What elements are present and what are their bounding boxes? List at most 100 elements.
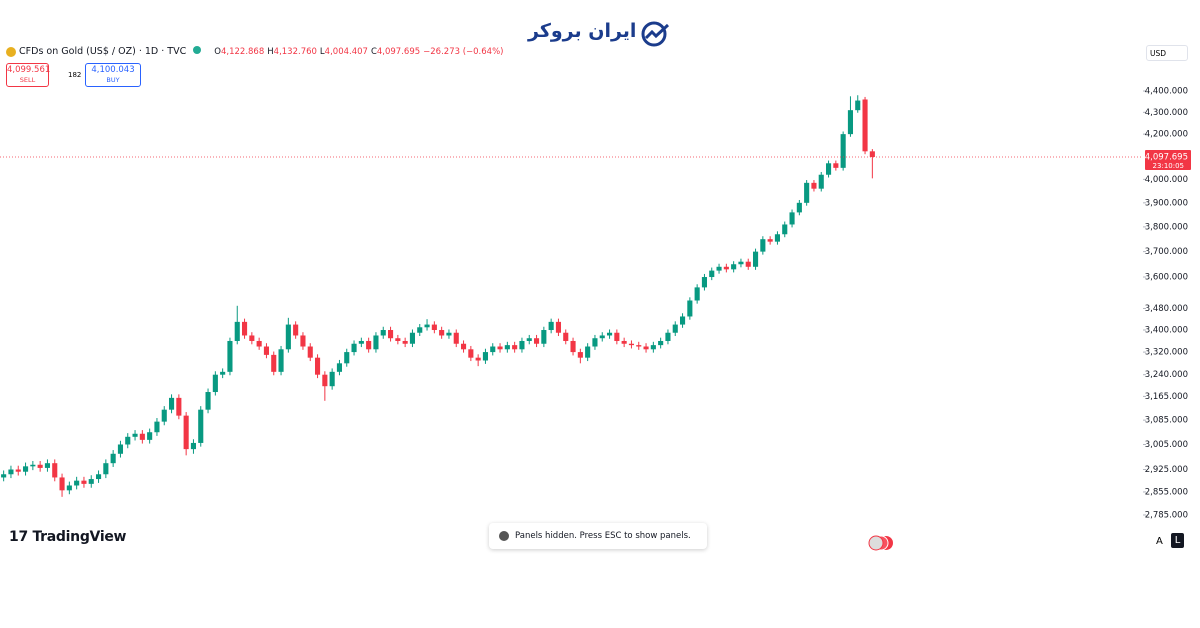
candle-body	[526, 338, 532, 341]
candle-body	[344, 352, 350, 364]
candle-body	[212, 374, 218, 393]
toast-text: Panels hidden. Press ESC to show panels.	[515, 531, 691, 541]
chart: 2,785.000 2,855.000 2,925.000 3,005.000 3,08…	[0, 87, 1191, 520]
candle-body	[256, 340, 262, 347]
candle-body	[59, 477, 65, 491]
last-price-box	[1145, 149, 1191, 170]
candle-body	[373, 335, 379, 350]
y-tick-label: 2,925.000	[1145, 465, 1188, 475]
y-tick-label: 2,855.000	[1145, 487, 1188, 497]
currency-select[interactable]: USD	[1146, 45, 1188, 61]
ohlc-item: 4,004.407	[324, 47, 368, 57]
candle-body	[358, 340, 364, 344]
sell-label: SELL	[19, 76, 36, 84]
candle-body	[833, 163, 839, 168]
y-tick-label: 3,480.000	[1145, 304, 1188, 314]
candle-body	[592, 338, 598, 347]
candle-body	[220, 371, 226, 375]
candle-body	[709, 270, 715, 278]
toast: Panels hidden. Press ESC to show panels.	[489, 523, 707, 549]
buy-button[interactable]: 4,100.043 BUY	[85, 63, 141, 87]
candle-body	[585, 346, 591, 358]
flags	[868, 535, 893, 551]
auto-button[interactable]: A	[1156, 536, 1163, 547]
candle-body	[782, 224, 788, 235]
candle-body	[658, 340, 664, 346]
last-price-label: 4,097.695	[1145, 152, 1188, 162]
buy-label: BUY	[106, 76, 120, 84]
candle-body	[760, 239, 766, 252]
candle-body	[8, 469, 14, 475]
candle-body	[234, 321, 240, 341]
candle-body	[431, 324, 437, 331]
candle-body	[314, 357, 321, 375]
candle-body	[636, 345, 642, 347]
candle-body	[387, 330, 394, 339]
candle-body	[504, 345, 510, 350]
symbol[interactable]: CFDs on Gold (US$ / OZ) · 1D · TVC	[19, 46, 187, 57]
candle-body	[570, 340, 576, 353]
candle-body	[453, 332, 459, 344]
candle-body	[847, 110, 854, 135]
candle-body	[88, 479, 94, 484]
candle-body	[154, 421, 160, 433]
candle-body	[285, 324, 291, 350]
candle-body	[533, 338, 540, 344]
candle-body	[293, 324, 299, 336]
candle-body	[263, 346, 270, 355]
candle-body	[460, 343, 467, 350]
y-tick-label: 4,300.000	[1145, 108, 1188, 118]
y-tick-label: 3,400.000	[1145, 326, 1188, 336]
legend: CFDs on Gold (US$ / OZ) · 1D · TVC O4,12…	[6, 46, 506, 57]
candle-body	[563, 332, 569, 341]
candle-body	[621, 340, 627, 344]
y-tick-label: 3,240.000	[1145, 370, 1188, 380]
candle-body	[665, 332, 671, 341]
candle-body	[190, 442, 197, 450]
candle-body	[774, 234, 781, 242]
candle-body	[336, 363, 343, 372]
candle-body	[1, 474, 7, 478]
buy-price: 4,100.043	[91, 65, 135, 75]
candle-body	[439, 330, 445, 336]
candle-body	[628, 343, 635, 346]
log-button[interactable]: L	[1171, 533, 1184, 548]
candle-body	[687, 300, 693, 317]
candle-body	[322, 374, 328, 387]
candle-body	[110, 453, 116, 464]
candle-body	[44, 463, 51, 468]
candle-body	[694, 287, 700, 301]
ohlc-item: C	[370, 47, 377, 57]
candle-body	[66, 485, 72, 491]
candle-body	[132, 433, 138, 437]
candle-body	[497, 346, 503, 350]
candle-body	[723, 266, 729, 270]
candle-body	[599, 335, 605, 339]
tv-logo-text: TradingView	[32, 529, 127, 545]
candle-body	[519, 340, 525, 350]
y-tick-label: 2,785.000	[1145, 510, 1188, 520]
candle-body	[227, 340, 233, 372]
ohlc-item: L	[319, 47, 325, 57]
sell-button[interactable]: 4,099.561 SELL	[6, 63, 50, 87]
candle-body	[716, 266, 722, 271]
y-tick-label: 3,320.000	[1145, 348, 1188, 358]
candle-body	[22, 466, 29, 472]
candle-body	[183, 415, 189, 450]
y-tick-label: 3,700.000	[1145, 247, 1188, 257]
candle-body	[103, 463, 109, 475]
candle-body	[468, 349, 474, 358]
candle-body	[811, 182, 817, 189]
candle-body	[701, 277, 708, 288]
candle-body	[548, 321, 554, 331]
candle-body	[409, 332, 416, 344]
brand: ایران بروکر	[528, 20, 636, 42]
candle-body	[198, 409, 204, 443]
candle-body	[380, 330, 386, 336]
candle-body	[738, 261, 744, 265]
candle-body	[672, 324, 678, 333]
candle-body	[745, 261, 751, 267]
candle-body	[446, 332, 452, 336]
candle-body	[95, 474, 102, 480]
candle-body	[482, 352, 489, 361]
